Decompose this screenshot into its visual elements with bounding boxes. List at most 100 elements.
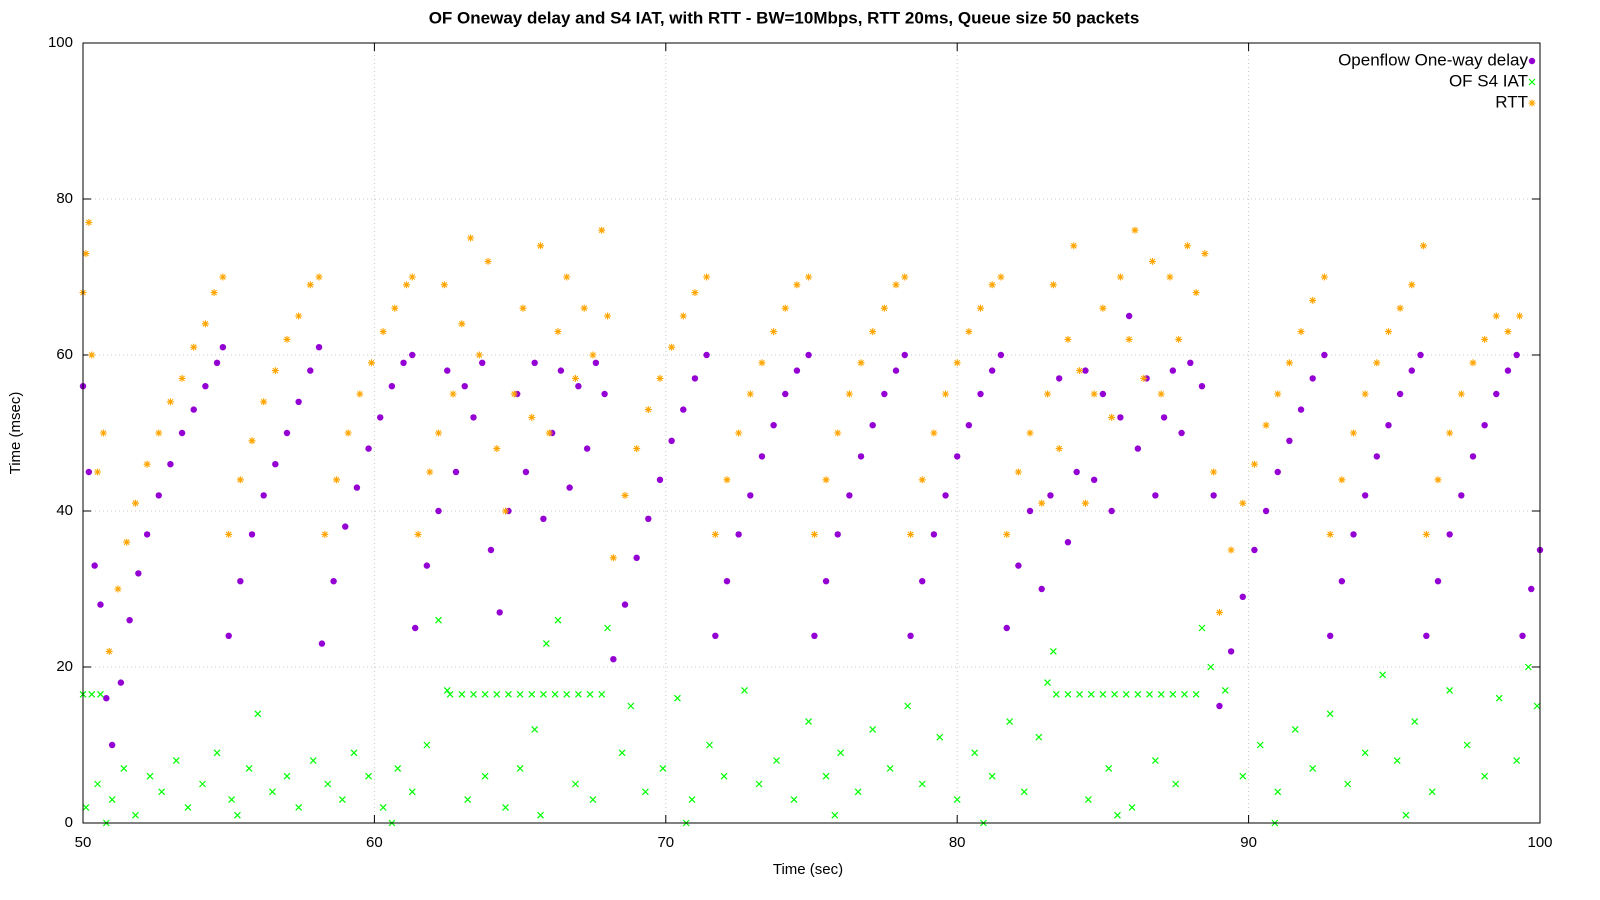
point [1309,375,1316,382]
point [997,351,1005,359]
point [228,796,236,804]
point [880,304,888,312]
point [703,351,710,359]
point [977,390,984,398]
point [930,429,938,437]
point [723,578,731,585]
legend-label: RTT [1495,92,1528,111]
point [907,632,914,639]
point [1169,690,1177,698]
point [691,289,699,297]
point [411,624,419,632]
point [1215,608,1223,616]
point [1064,335,1072,343]
point [505,690,512,698]
point [475,351,483,359]
point [94,780,101,788]
point [857,453,865,460]
point [237,578,244,585]
point [610,656,617,663]
point [563,273,571,281]
point [330,578,337,585]
point [604,624,611,632]
point [834,429,842,437]
point [88,690,96,698]
point [1140,374,1148,382]
point [452,468,460,476]
point [295,312,303,320]
point [1198,383,1206,390]
point [155,429,163,437]
y-tick-label: 0 [65,814,73,831]
point [805,273,813,281]
point [1006,718,1014,726]
point [735,531,742,538]
point [554,328,562,336]
point [822,476,830,484]
point [318,640,326,647]
point [834,531,841,538]
point [770,328,778,336]
point [1513,757,1521,765]
point [108,741,116,749]
legend-marker [1528,57,1536,65]
point [782,390,789,398]
legend-label: Openflow One-way delay [1338,50,1528,69]
point [770,422,777,429]
point [470,414,477,421]
point [479,359,486,366]
point [1408,281,1416,289]
point [741,686,748,694]
point [601,390,608,398]
point [1274,468,1281,476]
point [435,616,442,624]
point [1157,690,1165,698]
point [997,273,1005,281]
point [1181,690,1188,698]
point [1469,453,1477,460]
point [805,351,812,359]
point [234,811,241,819]
point [688,796,696,804]
point [307,367,314,374]
point [1035,733,1043,741]
point [353,484,361,491]
point [1134,690,1142,698]
point [516,690,524,698]
point [202,383,209,390]
point [1099,690,1107,698]
legend-marker [1528,99,1536,107]
point [1411,718,1419,726]
point [854,788,862,796]
point [886,764,894,772]
point [954,453,961,460]
point [481,690,489,698]
point [589,351,597,359]
point [219,273,227,281]
point [158,788,166,796]
point [1493,390,1500,398]
point [143,460,151,468]
y-tick-label: 60 [56,346,73,363]
point [953,796,961,804]
point [1020,788,1028,796]
point [1286,437,1293,444]
point [1099,390,1107,398]
point [1003,530,1011,538]
point [1457,390,1465,398]
point [942,390,950,398]
point [919,578,926,585]
point [1274,788,1282,796]
point [449,390,457,398]
point [598,690,606,698]
point [199,780,206,788]
point [283,772,291,780]
point [1087,690,1095,698]
point [811,632,818,639]
point [1285,359,1293,367]
point [621,601,629,608]
point [971,749,979,757]
point [225,632,232,639]
point [1373,453,1381,460]
point [306,281,314,289]
